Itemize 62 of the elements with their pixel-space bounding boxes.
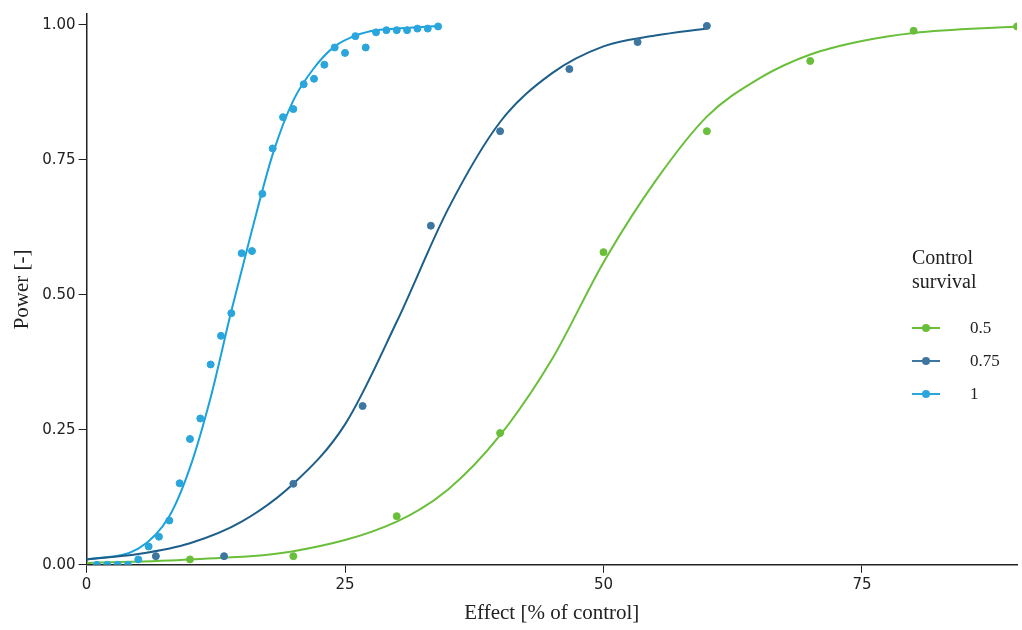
point xyxy=(633,38,642,47)
point xyxy=(248,247,256,256)
point xyxy=(403,26,412,35)
point xyxy=(175,479,184,488)
x-tick-label: 0 xyxy=(81,574,92,593)
x-tick-label: 75 xyxy=(852,574,872,593)
point xyxy=(185,434,194,443)
x-tick-label: 25 xyxy=(335,574,355,593)
y-axis-title: Power [-] xyxy=(9,249,34,330)
point xyxy=(258,189,267,198)
point xyxy=(310,74,319,83)
point xyxy=(289,479,298,488)
point xyxy=(134,555,143,564)
point xyxy=(392,512,401,521)
y-tick-label: 0.50 xyxy=(42,284,76,303)
point xyxy=(151,552,160,561)
y-tick-label: 0.25 xyxy=(42,419,76,438)
point xyxy=(361,43,370,52)
point xyxy=(426,221,435,230)
point xyxy=(320,60,329,69)
point xyxy=(289,552,298,561)
point xyxy=(289,105,298,114)
x-axis-title: Effect [% of control] xyxy=(464,599,640,624)
point xyxy=(154,532,163,541)
y-tick-label: 0.00 xyxy=(42,554,76,573)
point xyxy=(144,542,153,551)
point xyxy=(806,56,815,65)
point xyxy=(220,552,229,561)
point xyxy=(392,26,401,35)
point xyxy=(299,80,308,89)
point xyxy=(423,24,432,33)
legend-label: 1 xyxy=(970,383,979,404)
point xyxy=(565,65,574,74)
x-tick-label: 50 xyxy=(593,574,614,593)
point xyxy=(496,127,505,136)
point xyxy=(434,22,443,31)
point xyxy=(358,402,367,411)
point xyxy=(382,26,391,35)
y-tick-label: 1.00 xyxy=(42,14,76,33)
legend-title: Control survival xyxy=(912,245,978,293)
point xyxy=(237,249,246,258)
point xyxy=(341,48,350,57)
point xyxy=(599,248,608,257)
point xyxy=(196,414,205,423)
point xyxy=(702,127,711,136)
point xyxy=(372,28,381,37)
legend-label: 0.5 xyxy=(970,317,992,338)
point xyxy=(279,113,288,122)
y-tick-label: 0.75 xyxy=(42,149,76,168)
point xyxy=(206,360,215,369)
point xyxy=(165,516,174,525)
point xyxy=(268,144,277,153)
point xyxy=(330,43,339,52)
point xyxy=(351,32,360,41)
point xyxy=(185,555,194,564)
point xyxy=(413,24,422,33)
legend-label: 0.75 xyxy=(970,350,1000,371)
point xyxy=(496,429,505,438)
point xyxy=(909,26,918,35)
point xyxy=(227,309,236,318)
point xyxy=(702,21,711,30)
point xyxy=(216,331,225,340)
